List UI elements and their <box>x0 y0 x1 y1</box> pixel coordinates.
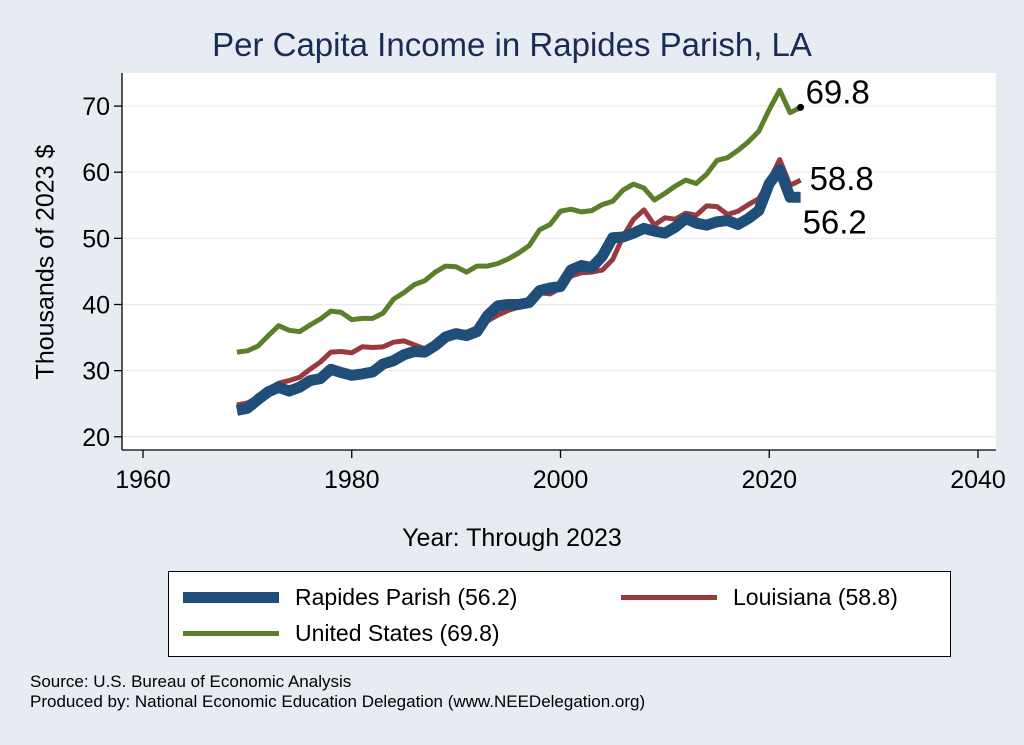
y-tick-label-40: 40 <box>82 291 110 319</box>
x-axis-label: Year: Through 2023 <box>402 524 622 552</box>
x-tick-label-1960: 1960 <box>115 466 171 494</box>
legend-swatch-rapides <box>183 592 279 603</box>
produced-line: Produced by: National Economic Education… <box>30 692 646 711</box>
y-axis-label: Thousands of 2023 $ <box>31 144 60 380</box>
y-tick-label-20: 20 <box>82 424 110 452</box>
legend-item-rapides: Rapides Parish (56.2) <box>183 584 517 611</box>
end-label-louisiana: 58.8 <box>810 160 874 197</box>
end-marker-united-states <box>797 103 805 111</box>
x-tick-label-1980: 1980 <box>324 466 380 494</box>
legend-swatch-united-states <box>183 631 279 636</box>
series-line-rapides-parish <box>235 164 801 416</box>
source-line: Source: U.S. Bureau of Economic Analysis <box>30 672 352 691</box>
legend-item-united-states: United States (69.8) <box>183 620 500 647</box>
source-note: Source: U.S. Bureau of Economic Analysis… <box>30 672 645 712</box>
y-tick-label-30: 30 <box>82 358 110 386</box>
axes: 20 30 40 50 60 70 1960 1980 2000 2020 2040 <box>82 73 1006 494</box>
end-labels: 69.8 58.8 56.2 <box>797 73 874 240</box>
legend-item-louisiana: Louisiana (58.8) <box>621 584 898 611</box>
end-label-rapides-parish: 56.2 <box>803 203 867 240</box>
legend-label-united-states: United States (69.8) <box>295 620 500 646</box>
x-tick-label-2020: 2020 <box>741 466 797 494</box>
legend: Rapides Parish (56.2) Louisiana (58.8) U… <box>168 571 951 657</box>
y-tick-label-70: 70 <box>82 93 110 121</box>
series-line-united-states <box>236 87 802 355</box>
gridlines <box>122 105 996 438</box>
legend-label-louisiana: Louisiana (58.8) <box>733 584 898 610</box>
x-tick-label-2040: 2040 <box>950 466 1006 494</box>
y-tick-label-60: 60 <box>82 159 110 187</box>
chart-title: Per Capita Income in Rapides Parish, LA <box>212 26 812 63</box>
y-tick-label-50: 50 <box>82 225 110 253</box>
plot-area <box>122 73 996 450</box>
x-tick-label-2000: 2000 <box>533 466 589 494</box>
series-layer <box>235 87 802 416</box>
end-label-united-states: 69.8 <box>806 73 870 110</box>
legend-label-rapides: Rapides Parish (56.2) <box>295 584 518 610</box>
legend-swatch-louisiana <box>621 595 717 600</box>
